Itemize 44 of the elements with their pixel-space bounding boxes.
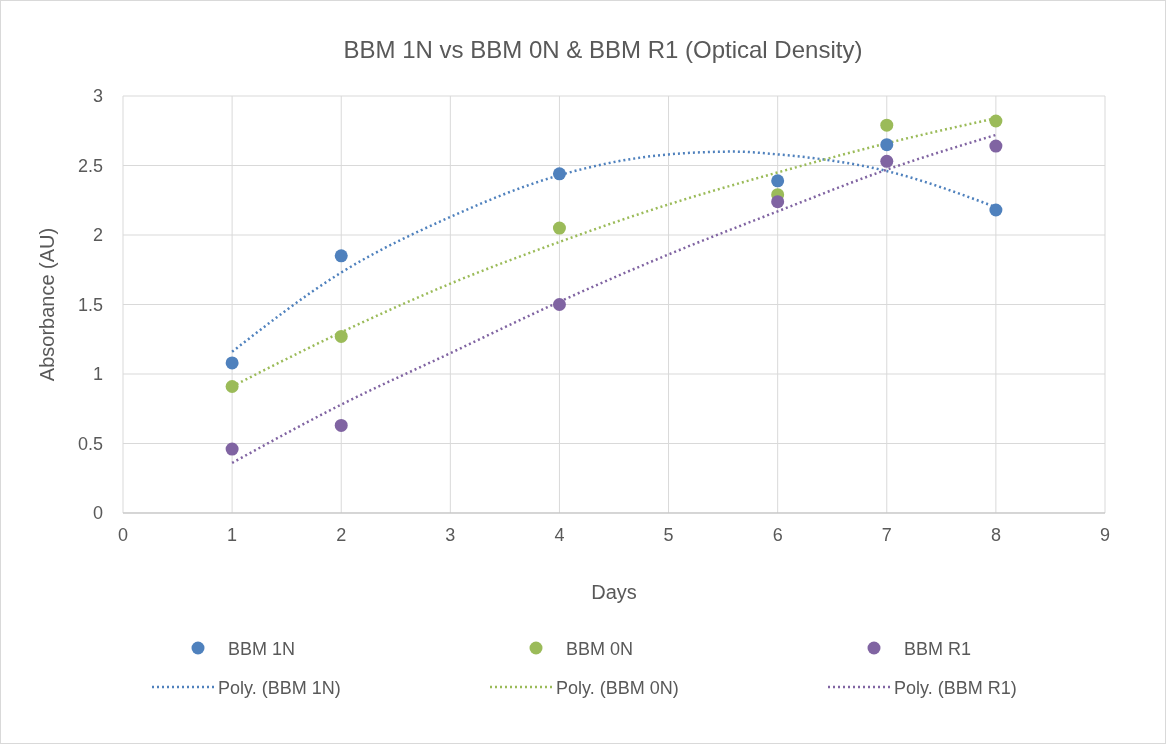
point — [225, 380, 239, 394]
y-tick-label: 2.5 — [77, 155, 103, 176]
y-axis-title: Absorbance (AU) — [36, 227, 58, 382]
x-tick-label: 1 — [227, 525, 238, 545]
point — [989, 114, 1003, 128]
x-tick-label: 6 — [772, 525, 783, 545]
x-tick-label: 2 — [336, 525, 347, 545]
x-tick-label: 3 — [445, 525, 456, 545]
legend-label: Poly. (BBM 0N) — [556, 678, 679, 698]
x-tick-label: 4 — [554, 525, 565, 545]
point — [989, 139, 1003, 153]
x-axis-title: Days — [591, 581, 637, 603]
point — [552, 298, 566, 311]
y-tick-label: 0.5 — [77, 433, 103, 454]
legend-label: Poly. (BBM 1N) — [218, 678, 341, 698]
x-tick-label: 9 — [1099, 525, 1111, 545]
y-tick-label: 0 — [92, 503, 103, 523]
x-tick-label: 8 — [990, 525, 1001, 545]
point — [880, 154, 894, 168]
point — [552, 221, 566, 235]
y-tick-label: 2 — [92, 225, 103, 245]
point — [771, 174, 785, 188]
y-tick-label: 3 — [92, 86, 103, 106]
x-tick-label: 5 — [663, 525, 674, 545]
y-tick-label: 1 — [92, 364, 103, 384]
point — [225, 442, 239, 456]
x-tick-label: 7 — [881, 525, 892, 545]
legend-label: Poly. (BBM R1) — [894, 678, 1017, 698]
x-tick-label: 0 — [117, 525, 129, 545]
line-series — [230, 133, 998, 465]
legend-label: BBM 1N — [228, 639, 296, 659]
point — [989, 203, 1003, 217]
point — [334, 249, 348, 263]
point — [771, 195, 785, 209]
legend-label: BBM 0N — [566, 639, 634, 659]
legend-label: BBM R1 — [904, 639, 972, 659]
point — [880, 118, 894, 132]
y-tick-label: 1.5 — [77, 294, 103, 315]
point — [225, 356, 239, 370]
point — [552, 167, 566, 181]
point — [334, 329, 348, 343]
point — [880, 138, 894, 152]
chart-title: BBM 1N vs BBM 0N & BBM R1 (Optical Density) — [343, 36, 863, 63]
point — [334, 418, 348, 432]
